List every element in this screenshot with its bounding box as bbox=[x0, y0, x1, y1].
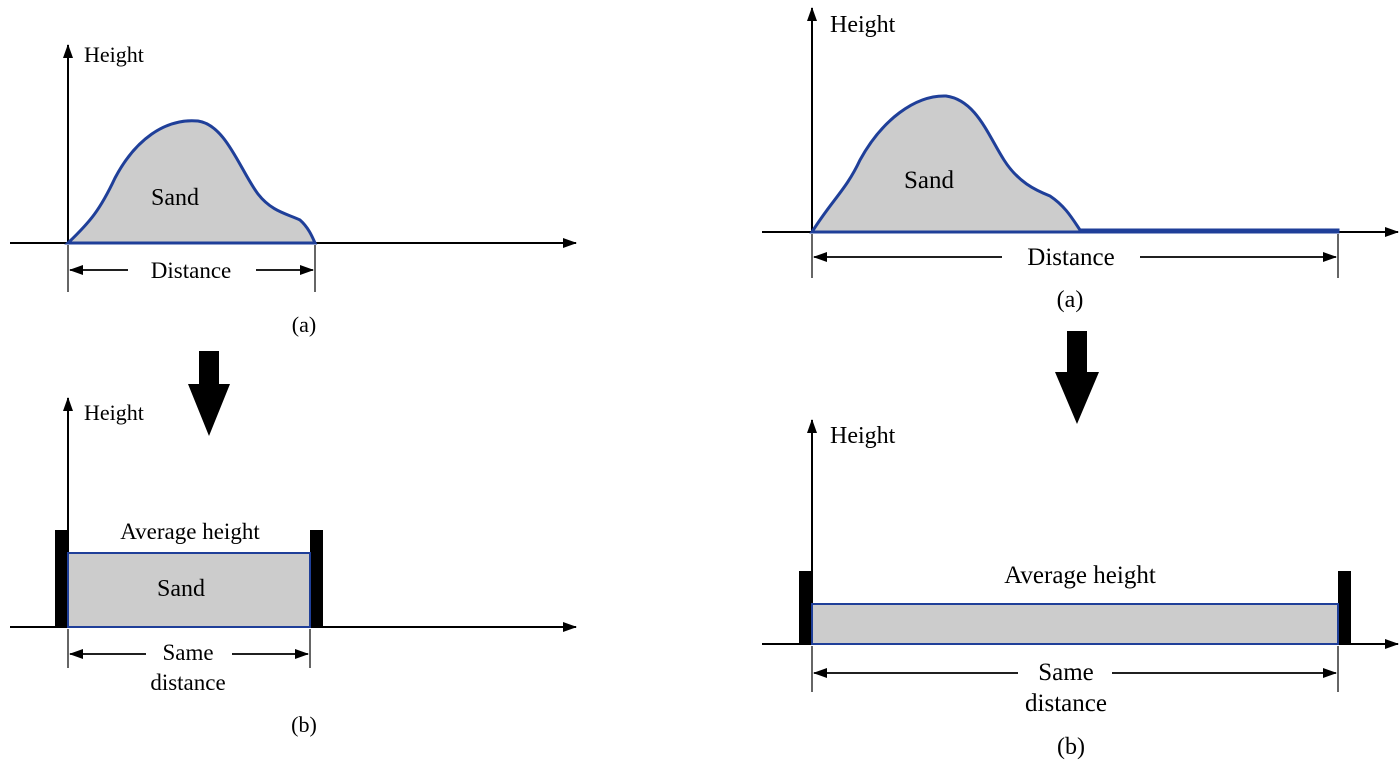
same-label: Same bbox=[1038, 659, 1094, 686]
wall-left bbox=[55, 530, 68, 627]
wall-right bbox=[1338, 571, 1351, 644]
y-axis-label: Height bbox=[84, 400, 144, 425]
left-panel-a: Height Sand Distance (a) bbox=[10, 42, 576, 337]
left-panel-b: Height Average height Sand Same distance… bbox=[10, 398, 576, 737]
caption-a: (a) bbox=[1057, 287, 1084, 313]
y-axis-label: Height bbox=[84, 42, 144, 67]
sand-level-block bbox=[812, 604, 1338, 644]
average-height-label: Average height bbox=[120, 519, 260, 544]
caption-a: (a) bbox=[292, 312, 316, 337]
distance-label: distance bbox=[1025, 690, 1107, 717]
caption-b: (b) bbox=[1057, 734, 1085, 760]
sand-label: Sand bbox=[904, 167, 955, 194]
caption-b: (b) bbox=[291, 712, 317, 737]
sand-label: Sand bbox=[157, 576, 205, 602]
sand-pile bbox=[68, 121, 315, 243]
sand-pile bbox=[812, 96, 1338, 232]
wall-left bbox=[799, 571, 812, 644]
same-label: Same bbox=[162, 640, 213, 665]
distance-label: Distance bbox=[1027, 244, 1114, 271]
right-panel-a: Height Sand Distance (a) bbox=[762, 8, 1398, 313]
y-axis-label: Height bbox=[830, 423, 896, 449]
down-arrow-icon bbox=[188, 351, 230, 436]
wall-right bbox=[310, 530, 323, 627]
distance-label: distance bbox=[150, 670, 225, 695]
sand-label: Sand bbox=[151, 185, 199, 211]
average-height-label: Average height bbox=[1004, 562, 1156, 589]
down-arrow-icon bbox=[1055, 331, 1099, 424]
right-panel-b: Height Average height Same distance (b) bbox=[762, 420, 1398, 760]
distance-label: Distance bbox=[151, 258, 231, 283]
y-axis-label: Height bbox=[830, 12, 896, 38]
